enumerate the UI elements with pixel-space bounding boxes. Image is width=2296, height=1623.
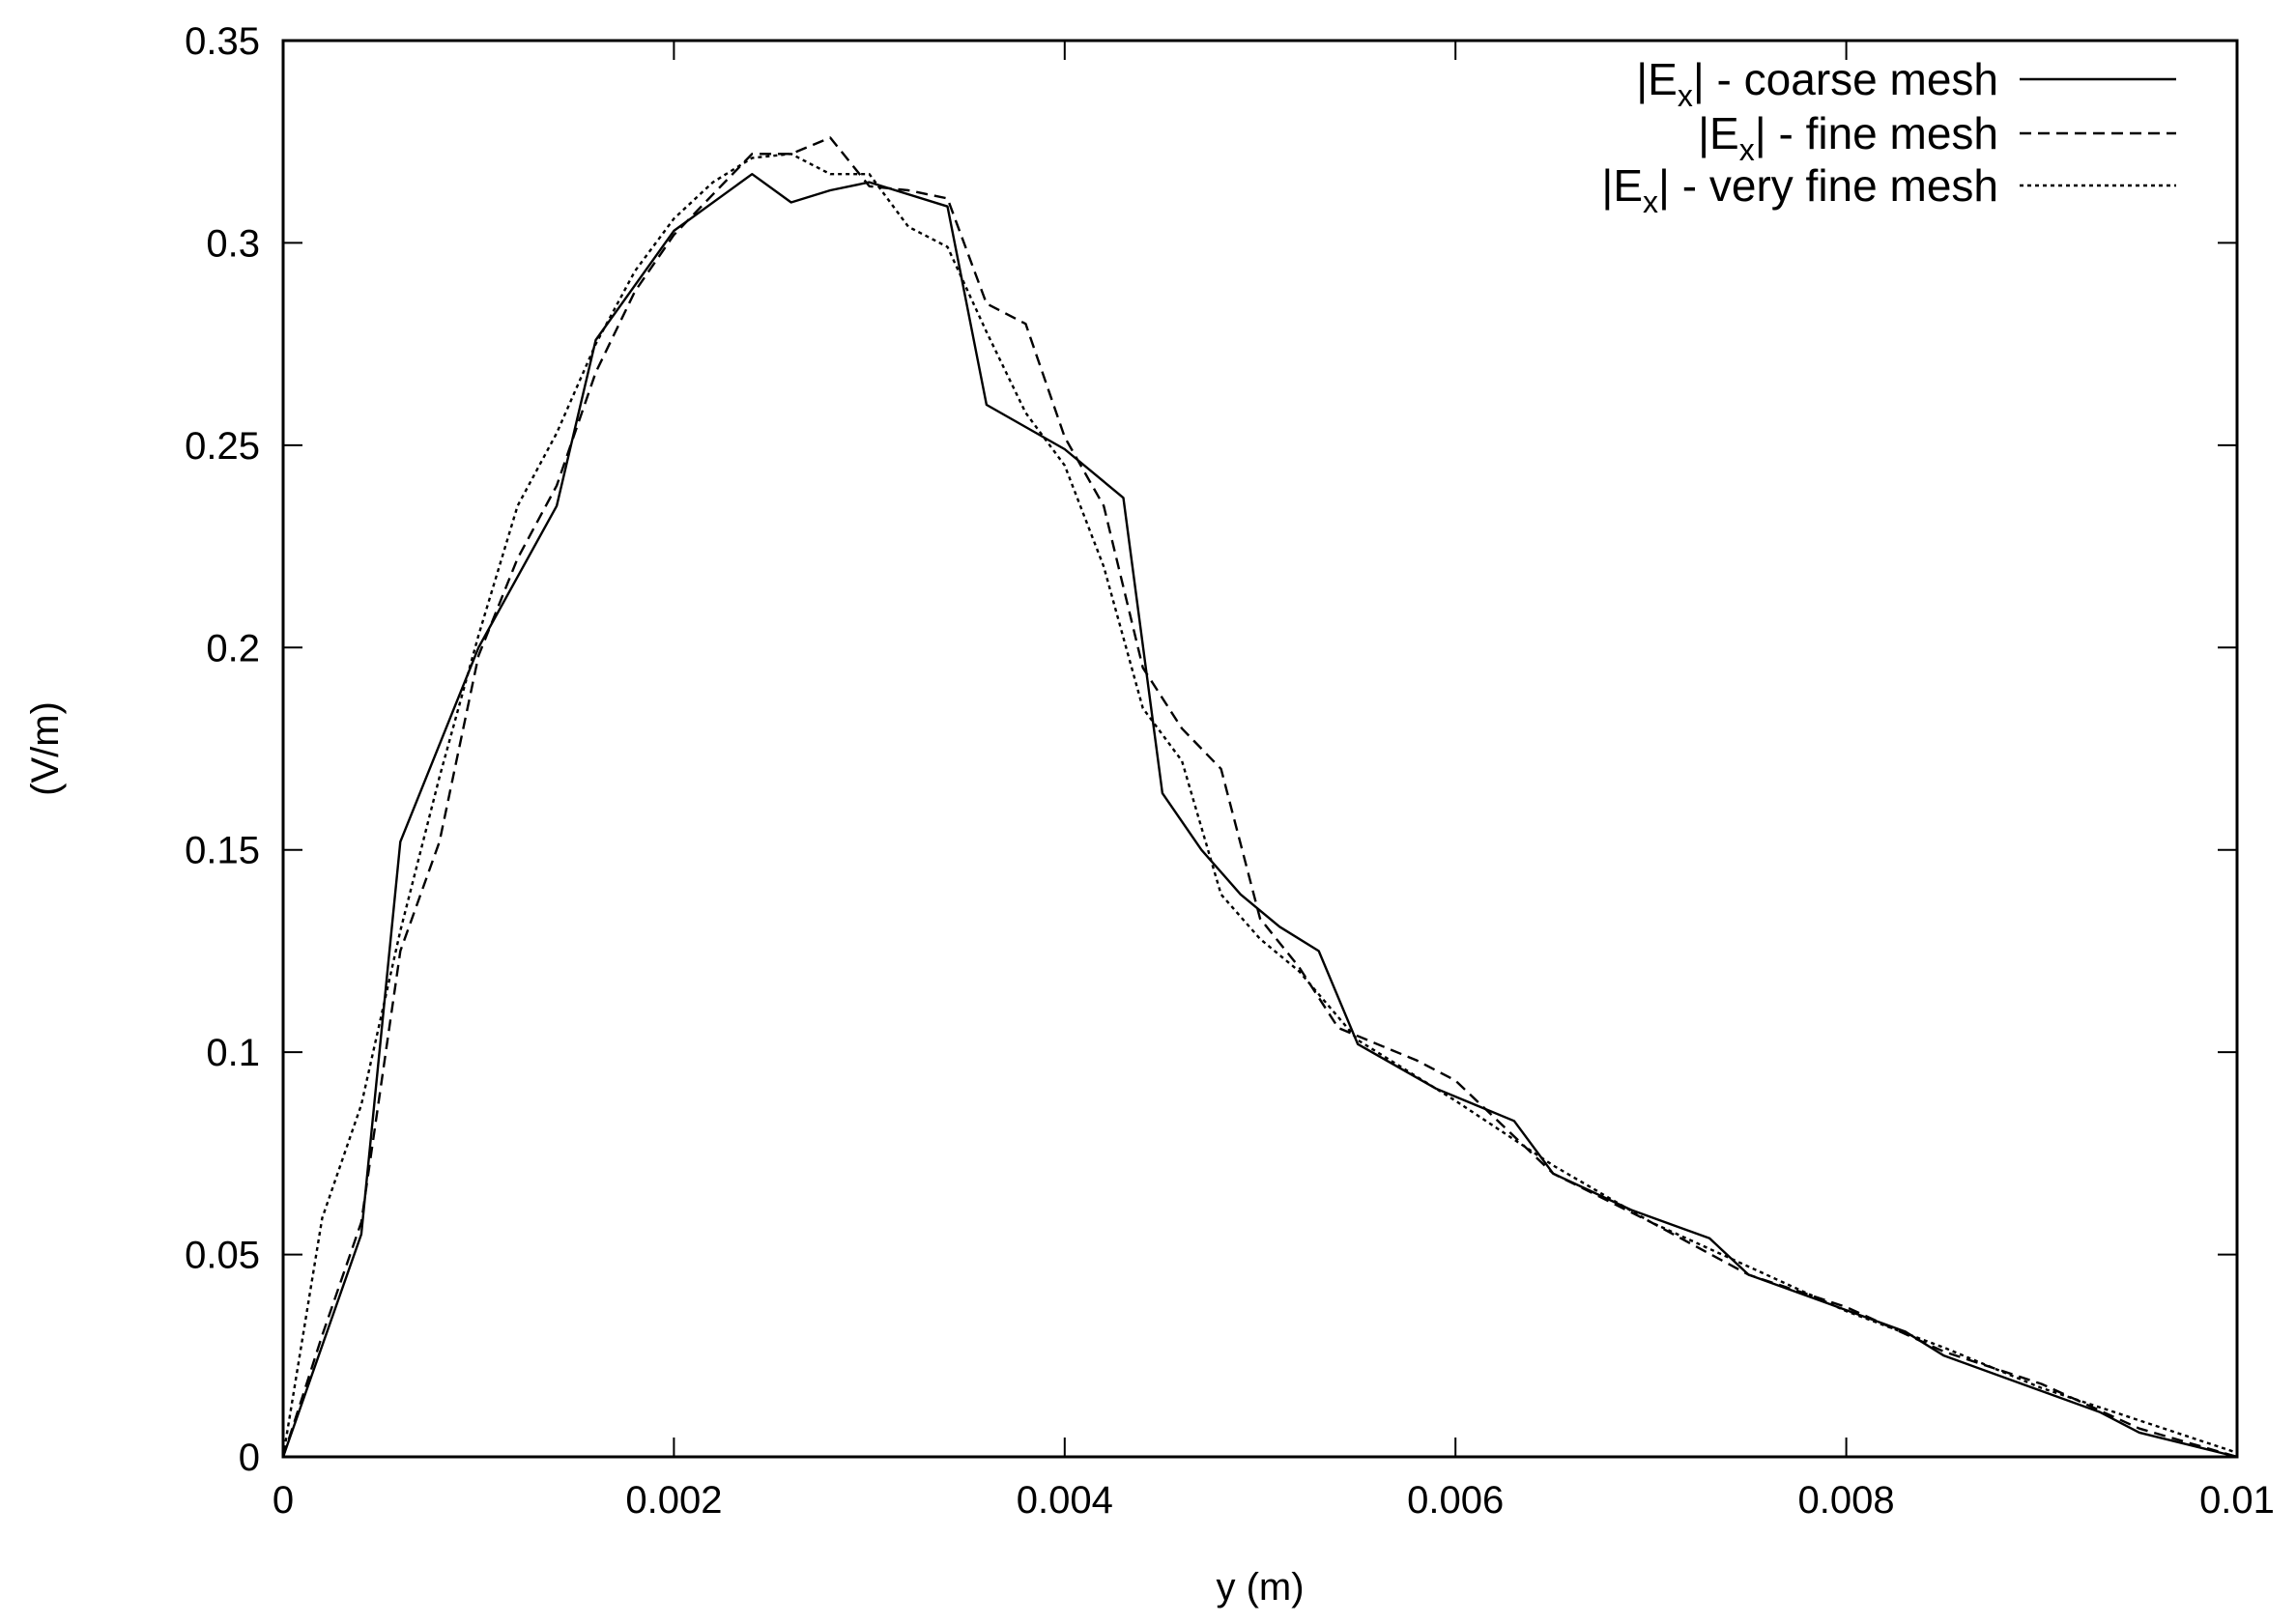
y-axis-title: (V/m) (24, 701, 67, 796)
y-tick-label: 0.2 (206, 627, 260, 669)
y-tick-label: 0 (239, 1437, 260, 1479)
x-tick-label: 0.01 (2199, 1479, 2275, 1522)
legend-label-suffix: | - coarse mesh (1693, 54, 1998, 104)
series-line-3 (281, 153, 2238, 1458)
legend-label-prefix: |E (1636, 54, 1678, 104)
legend-label-1: |Ex| - coarse mesh (1636, 54, 1998, 113)
x-tick-label: 0 (273, 1479, 294, 1522)
legend-label-2: |Ex| - fine mesh (1698, 108, 1998, 167)
x-tick-label: 0.004 (1017, 1479, 1113, 1522)
y-tick-label: 0.3 (206, 222, 260, 265)
legend: |Ex| - coarse mesh|Ex| - fine mesh|Ex| -… (1601, 54, 2176, 219)
legend-label-suffix: | - fine mesh (1755, 108, 1998, 158)
x-tick-label: 0.008 (1798, 1479, 1895, 1522)
legend-label-prefix: |E (1698, 108, 1739, 158)
legend-label-subscript: x (1678, 78, 1693, 113)
x-axis-title: y (m) (1216, 1566, 1304, 1609)
y-tick-label: 0.35 (185, 20, 260, 63)
y-tick-label: 0.1 (206, 1032, 260, 1074)
x-tick-label: 0.002 (625, 1479, 722, 1522)
legend-label-3: |Ex| - very fine mesh (1601, 160, 1998, 219)
y-tick-label: 0.25 (185, 425, 260, 468)
y-tick-label: 0.15 (185, 830, 260, 872)
axis-ticks: 0 0.002 0.004 0.006 0.008 0.01 0 0.05 0.1 0.15 0.2… (185, 20, 2275, 1522)
plot-frame (281, 39, 2239, 1459)
legend-label-subscript: x (1739, 132, 1755, 167)
plot-area (281, 136, 2238, 1459)
y-tick-label: 0.05 (185, 1235, 260, 1277)
series-line-2 (281, 136, 2238, 1459)
legend-label-prefix: |E (1601, 160, 1643, 211)
legend-label-suffix: | - very fine mesh (1658, 160, 1998, 211)
legend-label-subscript: x (1643, 185, 1658, 219)
x-tick-label: 0.006 (1407, 1479, 1504, 1522)
